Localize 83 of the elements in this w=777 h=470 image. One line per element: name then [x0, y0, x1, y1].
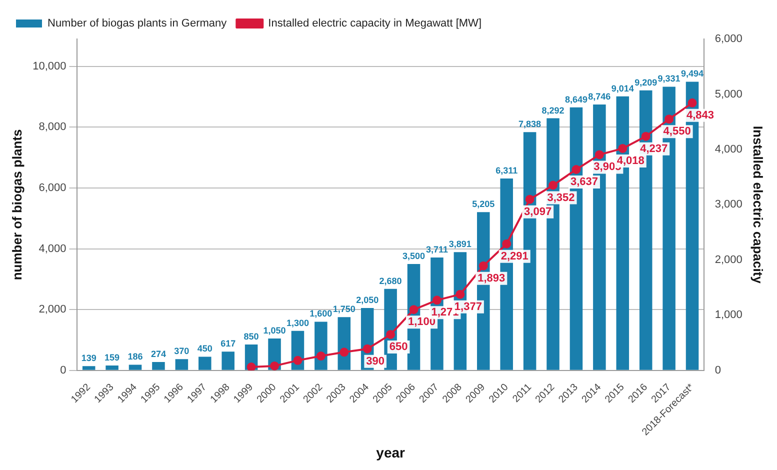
- point: [270, 361, 280, 370]
- point: [502, 239, 512, 248]
- data-label: 3,891: [448, 239, 472, 250]
- data-label: 159: [104, 352, 120, 363]
- data-label: 4,843: [686, 109, 714, 122]
- data-label: 1,050: [263, 325, 286, 336]
- point: [456, 290, 465, 299]
- point: [340, 348, 349, 357]
- point: [362, 344, 372, 354]
- y-tick-label: 2,000: [38, 304, 66, 316]
- y2-tick-label: 6,000: [714, 33, 742, 46]
- data-label: 9,331: [658, 74, 680, 84]
- data-label: 1,750: [332, 304, 356, 314]
- point: [432, 296, 442, 305]
- data-label: 450: [197, 344, 212, 354]
- point: [548, 180, 558, 190]
- data-label: 3,352: [547, 192, 575, 204]
- data-label: 9,014: [611, 83, 634, 94]
- data-label: 370: [174, 346, 190, 356]
- data-label: 390: [366, 355, 385, 368]
- data-label: 2,050: [356, 295, 379, 306]
- y2-tick-label: 3,000: [714, 198, 742, 211]
- data-label: 3,711: [426, 244, 448, 255]
- data-label: 1,893: [478, 272, 506, 284]
- y-axis-title: number of biogas plants: [9, 129, 24, 280]
- point: [688, 98, 697, 108]
- data-label: 4,550: [663, 126, 691, 138]
- data-label: 850: [244, 332, 259, 342]
- data-label: 5,205: [472, 199, 495, 210]
- data-label: 2,680: [379, 276, 402, 286]
- point: [293, 356, 302, 365]
- point: [664, 114, 674, 124]
- legend-label: Number of biogas plants in Germany: [48, 18, 228, 30]
- data-label: 139: [81, 353, 96, 364]
- data-label: 4,237: [640, 142, 668, 155]
- y2-tick-label: 5,000: [714, 88, 742, 100]
- bar: [198, 356, 212, 370]
- bar: [175, 359, 188, 370]
- data-label: 1,100: [408, 316, 436, 328]
- bar: [82, 366, 96, 370]
- y2-tick-label: 1,000: [714, 309, 742, 322]
- point: [618, 144, 628, 153]
- data-label: 1,300: [286, 318, 309, 328]
- point: [316, 352, 326, 361]
- data-label: 1,600: [310, 308, 332, 319]
- point: [572, 165, 581, 174]
- point: [246, 362, 256, 370]
- y2-tick-label: 2,000: [714, 254, 742, 266]
- legend-label: Installed electric capacity in Megawatt [MW]: [268, 18, 482, 30]
- point: [386, 330, 396, 339]
- point: [594, 150, 604, 160]
- data-label: 2,291: [500, 250, 528, 262]
- y-tick-label: 0: [60, 364, 66, 376]
- bar: [152, 362, 165, 370]
- data-label: 9,494: [681, 68, 704, 79]
- point: [525, 194, 534, 204]
- bar: [106, 366, 118, 370]
- data-label: 8,649: [564, 94, 588, 104]
- data-label: 8,292: [542, 105, 564, 116]
- bar: [128, 364, 142, 370]
- data-label: 8,746: [588, 91, 611, 102]
- x-axis-title: year: [376, 444, 406, 460]
- data-label: 617: [220, 338, 236, 349]
- y-tick-label: 10,000: [32, 60, 66, 72]
- data-label: 274: [150, 349, 166, 360]
- data-label: 3,500: [402, 250, 426, 261]
- point: [641, 132, 650, 141]
- y-tick-label: 8,000: [38, 121, 66, 134]
- data-label: 7,838: [518, 119, 542, 130]
- y2-tick-label: 0: [714, 364, 721, 376]
- bar: [222, 352, 234, 370]
- y2-axis-title: Installed electric capacity: [750, 126, 766, 284]
- data-label: 6,311: [496, 165, 518, 176]
- y-tick-label: 6,000: [38, 182, 66, 194]
- y2-tick-label: 4,000: [714, 143, 742, 156]
- data-label: 3,637: [570, 176, 598, 188]
- data-label: 9,209: [634, 77, 658, 88]
- data-label: 650: [389, 341, 408, 354]
- point: [409, 305, 418, 314]
- data-label: 3,097: [524, 206, 552, 218]
- data-label: 186: [128, 352, 143, 362]
- point: [478, 261, 488, 270]
- y-tick-label: 4,000: [38, 242, 66, 255]
